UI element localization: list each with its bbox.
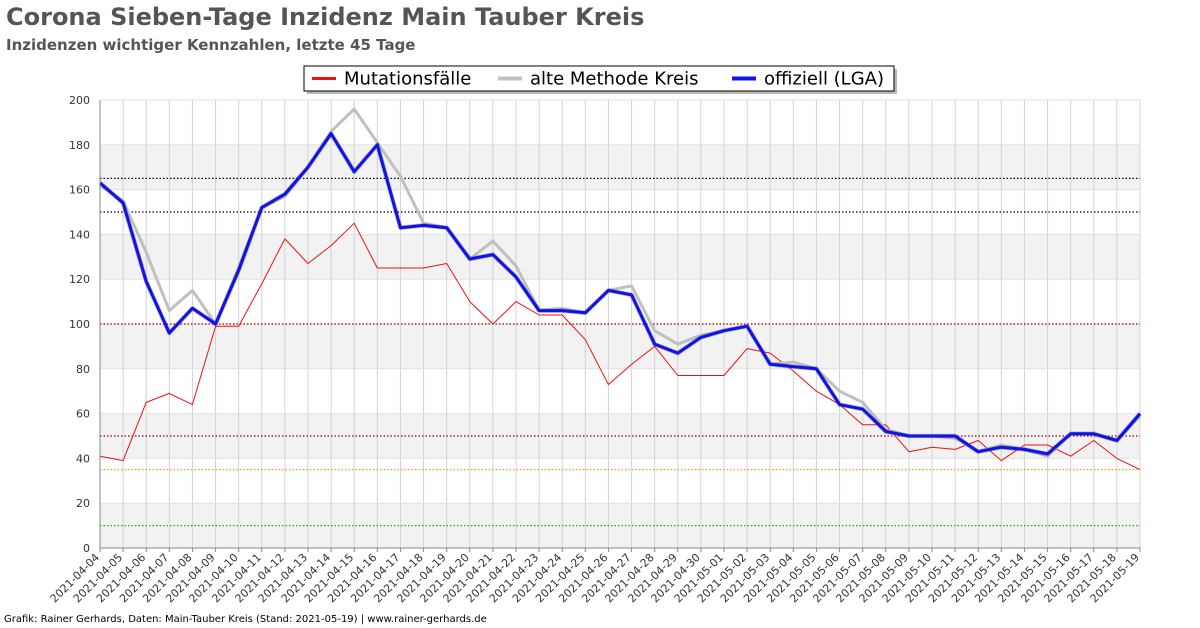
x-tick-labels: 2021-04-042021-04-052021-04-062021-04-07… [48,551,1142,605]
legend-label: Mutationsfälle [344,69,471,90]
legend-label: alte Methode Kreis [530,69,698,90]
y-tick-label: 200 [69,94,90,107]
y-tick-label: 80 [76,363,90,376]
y-tick-label: 40 [76,452,90,465]
legend: Mutationsfälle alte Methode Kreis offiziel… [303,65,897,94]
series-line [99,132,1142,456]
horizontal-gridlines [100,99,1140,549]
plot-band [100,234,1140,280]
plot-band [100,144,1140,190]
legend-label: offiziell (LGA) [764,69,884,90]
plot-band [100,503,1140,548]
footer-credit: Grafik: Rainer Gerhards, Daten: Main-Tau… [4,614,487,625]
y-tick-labels: 0 20 40 60 80 100 120 140 160 180 200 [69,94,90,555]
plot-band [100,413,1140,459]
y-tick-label: 180 [69,139,90,152]
axes [99,100,1141,552]
y-tick-label: 100 [69,318,90,331]
chart-subtitle: Inzidenzen wichtiger Kennzahlen, letzte … [6,36,416,54]
y-tick-label: 140 [69,228,90,241]
legend-box [303,65,895,92]
chart-title: Corona Sieben-Tage Inzidenz Main Tauber … [6,3,645,31]
y-tick-label: 20 [76,497,90,510]
y-tick-label: 160 [69,184,90,197]
y-tick-label: 120 [69,273,90,286]
y-tick-label: 0 [83,542,90,555]
series-lines [98,107,1142,471]
y-tick-label: 60 [76,408,90,421]
plot-band [100,324,1140,369]
